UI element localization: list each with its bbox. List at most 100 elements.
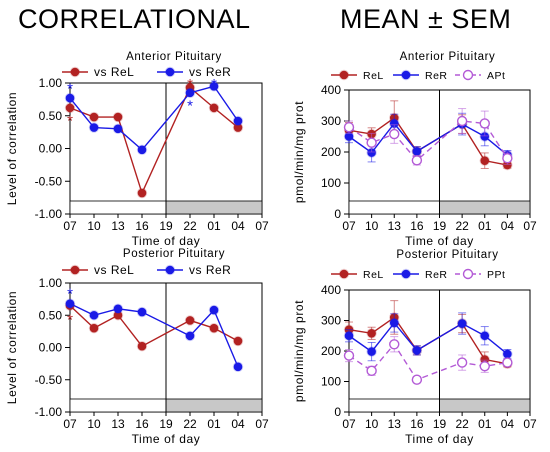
- x-tick-label: 22: [183, 219, 197, 233]
- y-tick-label: 1.00: [39, 76, 63, 90]
- x-tick-label: 19: [159, 417, 173, 431]
- series-vs-rel: [64, 300, 244, 352]
- chart-title: Posterior Pituitary: [123, 248, 225, 260]
- data-point: [412, 346, 422, 355]
- data-point: [412, 147, 422, 156]
- data-point: [366, 365, 377, 377]
- y-tick-label: 300: [321, 314, 341, 328]
- data-point: [480, 331, 490, 341]
- data-point: [65, 103, 75, 113]
- x-axis-label: Time of day: [132, 234, 201, 248]
- data-point: [185, 316, 195, 325]
- y-tick-label: 200: [321, 344, 341, 358]
- y-tick-label: -0.50: [35, 373, 63, 387]
- x-tick-label: 13: [111, 417, 125, 431]
- x-tick-label: 13: [388, 219, 402, 233]
- x-tick-label: 10: [365, 219, 379, 233]
- data-point: [233, 336, 243, 346]
- x-tick-label: 22: [183, 417, 197, 431]
- legend-marker: [339, 70, 349, 80]
- data-point: [233, 362, 243, 372]
- data-point: [480, 156, 490, 165]
- data-point: [137, 341, 147, 351]
- panel-corr-posterior: Posterior Pituitary vs ReL vs ReR 1.00 0.50 0…: [5, 248, 269, 446]
- y-tick-label: 1.00: [39, 276, 63, 290]
- y-tick-label: 300: [321, 114, 341, 128]
- y-tick-label: 0.00: [39, 341, 63, 355]
- data-point: [411, 374, 423, 385]
- y-axis-label: pmol/min/mg prot: [292, 300, 306, 402]
- lights-off-band: [165, 398, 263, 413]
- data-point: [503, 349, 512, 359]
- x-tick-label: 16: [135, 219, 149, 233]
- significance-asterisk: *: [187, 76, 193, 93]
- legend-label: ReR: [425, 70, 448, 82]
- legend-marker: [462, 69, 474, 81]
- data-point: [389, 339, 400, 350]
- x-tick-label: 19: [159, 219, 173, 233]
- y-tick-label: 0.00: [39, 142, 63, 156]
- data-point: [389, 318, 399, 328]
- chart-title: Posterior Pituitary: [396, 249, 498, 261]
- y-tick-label: -1.00: [35, 405, 63, 419]
- data-point: [209, 81, 219, 91]
- data-point: [343, 121, 355, 133]
- x-tick-label: 07: [342, 219, 356, 233]
- data-point: [389, 128, 400, 140]
- data-point: [137, 188, 147, 198]
- significance-asterisk: *: [67, 81, 73, 98]
- data-point: [185, 88, 195, 98]
- data-point: [457, 319, 467, 328]
- x-axis-label: Time of day: [405, 432, 474, 446]
- lights-off-band: [165, 200, 263, 215]
- data-point: [209, 323, 219, 333]
- data-point: [479, 118, 490, 129]
- data-point: [344, 331, 354, 341]
- y-tick-label: 100: [321, 375, 341, 389]
- x-tick-label: 01: [207, 417, 221, 431]
- significance-asterisk: *: [211, 76, 217, 93]
- x-tick-label: 07: [342, 417, 356, 431]
- data-point: [113, 304, 123, 314]
- x-tick-label: 07: [255, 219, 269, 233]
- legend-label: ReR: [425, 269, 448, 281]
- y-axis-label: Level of correlation: [5, 92, 19, 205]
- data-point: [367, 329, 376, 338]
- x-tick-label: 16: [410, 219, 424, 233]
- legend-label: APt: [487, 70, 505, 82]
- data-point: [185, 331, 195, 341]
- data-point: [65, 93, 75, 103]
- data-point: [479, 361, 490, 372]
- mean-sem-heading: MEAN ± SEM: [340, 4, 512, 34]
- data-point: [89, 112, 99, 122]
- y-tick-label: -1.00: [35, 207, 63, 221]
- data-point: [456, 115, 468, 127]
- x-tick-label: 04: [231, 219, 245, 233]
- x-tick-label: 22: [455, 219, 469, 233]
- significance-asterisk: *: [67, 113, 73, 130]
- panel-corr-anterior: Anterior Pituitary vs ReL vs ReR 1.00 0.50 0.…: [5, 51, 269, 248]
- chart-title: Anterior Pituitary: [400, 51, 496, 63]
- y-tick-label: 0.50: [39, 109, 63, 123]
- y-tick-label: 0: [334, 207, 341, 221]
- lights-off-band: [439, 398, 531, 413]
- data-point: [89, 310, 99, 320]
- series-apt: [343, 108, 513, 166]
- correlational-heading: CORRELATIONAL: [18, 4, 251, 34]
- x-tick-label: 19: [433, 219, 447, 233]
- legend-marker: [339, 269, 349, 279]
- data-point: [343, 350, 355, 361]
- x-tick-label: 04: [501, 219, 515, 233]
- x-axis-label: Time of day: [405, 234, 474, 248]
- y-tick-label: 200: [321, 145, 341, 159]
- legend-marker: [70, 67, 80, 77]
- x-tick-label: 10: [87, 417, 101, 431]
- series-vs-rer: [64, 81, 244, 156]
- data-point: [209, 103, 219, 113]
- y-tick-label: 100: [321, 176, 341, 190]
- significance-asterisk: *: [67, 312, 73, 329]
- data-point: [89, 323, 99, 333]
- series-vs-rel: [64, 82, 244, 199]
- legend-marker: [401, 70, 411, 80]
